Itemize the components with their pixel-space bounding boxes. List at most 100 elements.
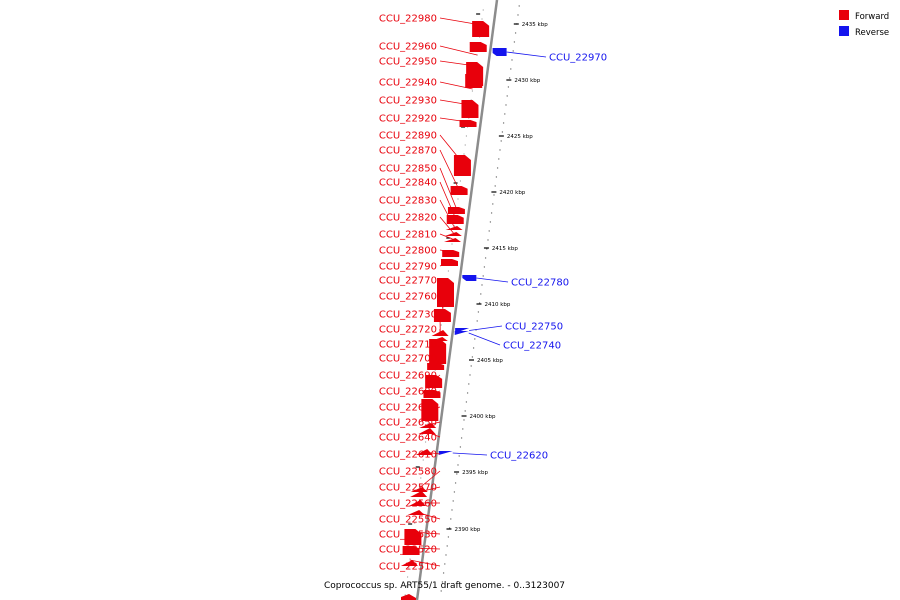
tick-label: 2410 kbp — [484, 302, 510, 308]
forward-gene-feature — [400, 560, 418, 566]
tick-label: 2425 kbp — [507, 134, 533, 140]
scale-dot — [441, 581, 444, 583]
forward-label-leader — [435, 357, 441, 367]
scale-dot — [493, 194, 495, 196]
scale-dot — [446, 545, 448, 547]
scale-dot — [481, 18, 483, 20]
forward-label-leader — [439, 181, 456, 219]
forward-label-leader — [431, 390, 441, 395]
forward-label-leader — [439, 199, 455, 228]
scale-dot — [464, 410, 466, 412]
forward-gene-label: CCU_22610 — [379, 450, 437, 461]
forward-gene-label: CCU_22760 — [379, 292, 437, 303]
scale-dot — [456, 473, 458, 475]
scale-dot — [474, 338, 476, 340]
scale-dot — [486, 248, 488, 250]
forward-gene-label: CCU_22550 — [379, 515, 437, 526]
scale-dot — [505, 104, 507, 106]
scale-dot — [472, 347, 475, 349]
forward-gene-feature — [444, 232, 462, 236]
forward-label-leader — [439, 45, 478, 56]
reverse-gene-label: CCU_22780 — [511, 278, 569, 289]
scale-dot — [478, 302, 481, 304]
scale-dot — [489, 221, 492, 223]
forward-label-leader — [411, 547, 441, 550]
scale-dot — [440, 324, 442, 326]
scale-dot — [494, 185, 496, 187]
legend-reverse-swatch — [839, 26, 849, 36]
scale-dot — [476, 320, 478, 322]
scale-dot — [481, 284, 483, 286]
scale-dot — [445, 554, 447, 556]
scale-dot — [459, 446, 462, 448]
forward-gene-feature — [446, 215, 464, 224]
scale-dot — [498, 158, 500, 160]
forward-label-leader — [439, 167, 458, 210]
scale-dot — [496, 167, 499, 169]
reverse-gene-feature — [454, 331, 469, 335]
forward-gene-label: CCU_22850 — [379, 164, 437, 175]
forward-label-leader — [439, 216, 454, 234]
forward-gene-label: CCU_22650 — [379, 418, 437, 429]
forward-label-leader — [439, 134, 464, 164]
legend: Forward Reverse — [839, 10, 889, 38]
scale-dot — [504, 113, 506, 115]
scale-dot — [502, 122, 505, 124]
forward-gene-feature — [444, 238, 461, 242]
forward-gene-label: CCU_22770 — [379, 276, 437, 287]
scale-dot — [471, 90, 473, 92]
forward-gene-feature — [453, 155, 471, 176]
scale-dot — [405, 585, 407, 587]
forward-label-leader — [439, 249, 451, 253]
scale-dot — [506, 95, 508, 97]
scale-dot — [488, 230, 490, 232]
forward-label-leader — [413, 531, 441, 535]
forward-gene-label: CCU_22940 — [379, 78, 437, 89]
forward-gene-feature — [404, 529, 422, 545]
forward-gene-label: CCU_22810 — [379, 230, 437, 241]
forward-gene-label: CCU_22700 — [379, 354, 437, 365]
forward-gene-feature — [429, 339, 447, 364]
scale-dot — [440, 590, 442, 592]
label-leader-lines — [409, 17, 547, 567]
forward-gene-feature — [401, 594, 416, 600]
forward-gene-feature — [472, 21, 490, 37]
forward-label-leader — [427, 421, 441, 426]
reverse-label-leader — [469, 325, 503, 331]
tick-label: 2430 kbp — [514, 78, 540, 84]
forward-gene-feature — [407, 510, 425, 515]
forward-gene-feature — [425, 375, 443, 388]
forward-gene-feature — [450, 186, 468, 195]
forward-label-leader — [409, 559, 441, 567]
gene-labels: CCU_22980 CCU_22960 CCU_22950 CCU_22940 CCU_… — [379, 14, 607, 573]
scale-dot — [451, 243, 453, 245]
reverse-gene-label: CCU_22970 — [549, 53, 607, 64]
forward-gene-label: CCU_22720 — [379, 325, 437, 336]
forward-gene-label: CCU_22950 — [379, 57, 437, 68]
tick-label: 2415 kbp — [492, 246, 518, 252]
scale-dot — [463, 153, 465, 155]
reverse-gene-label: CCU_22750 — [505, 322, 563, 333]
forward-label-leader — [439, 233, 453, 240]
scale-dot — [517, 14, 519, 16]
scale-dot — [422, 459, 424, 461]
tick-label: 2420 kbp — [499, 190, 525, 196]
scale-dot — [484, 257, 487, 259]
scale-dot — [404, 594, 406, 596]
scale-dot — [495, 176, 498, 178]
forward-gene-feature — [433, 309, 451, 322]
reverse-gene-feature — [462, 275, 477, 281]
scale-dot — [462, 428, 464, 430]
scale-dot — [448, 527, 451, 529]
scale-dot — [464, 144, 466, 146]
forward-gene-label: CCU_22560 — [379, 499, 437, 510]
scale-dot — [482, 275, 484, 277]
forward-gene-label: CCU_22830 — [379, 196, 437, 207]
tick-label: 2405 kbp — [477, 358, 503, 364]
scale-dot — [414, 522, 416, 524]
forward-gene-feature — [465, 74, 483, 88]
genome-axis-line — [415, 0, 499, 600]
scale-dot — [480, 293, 482, 295]
reverse-label-leader — [468, 332, 501, 346]
forward-gene-feature — [437, 278, 454, 307]
